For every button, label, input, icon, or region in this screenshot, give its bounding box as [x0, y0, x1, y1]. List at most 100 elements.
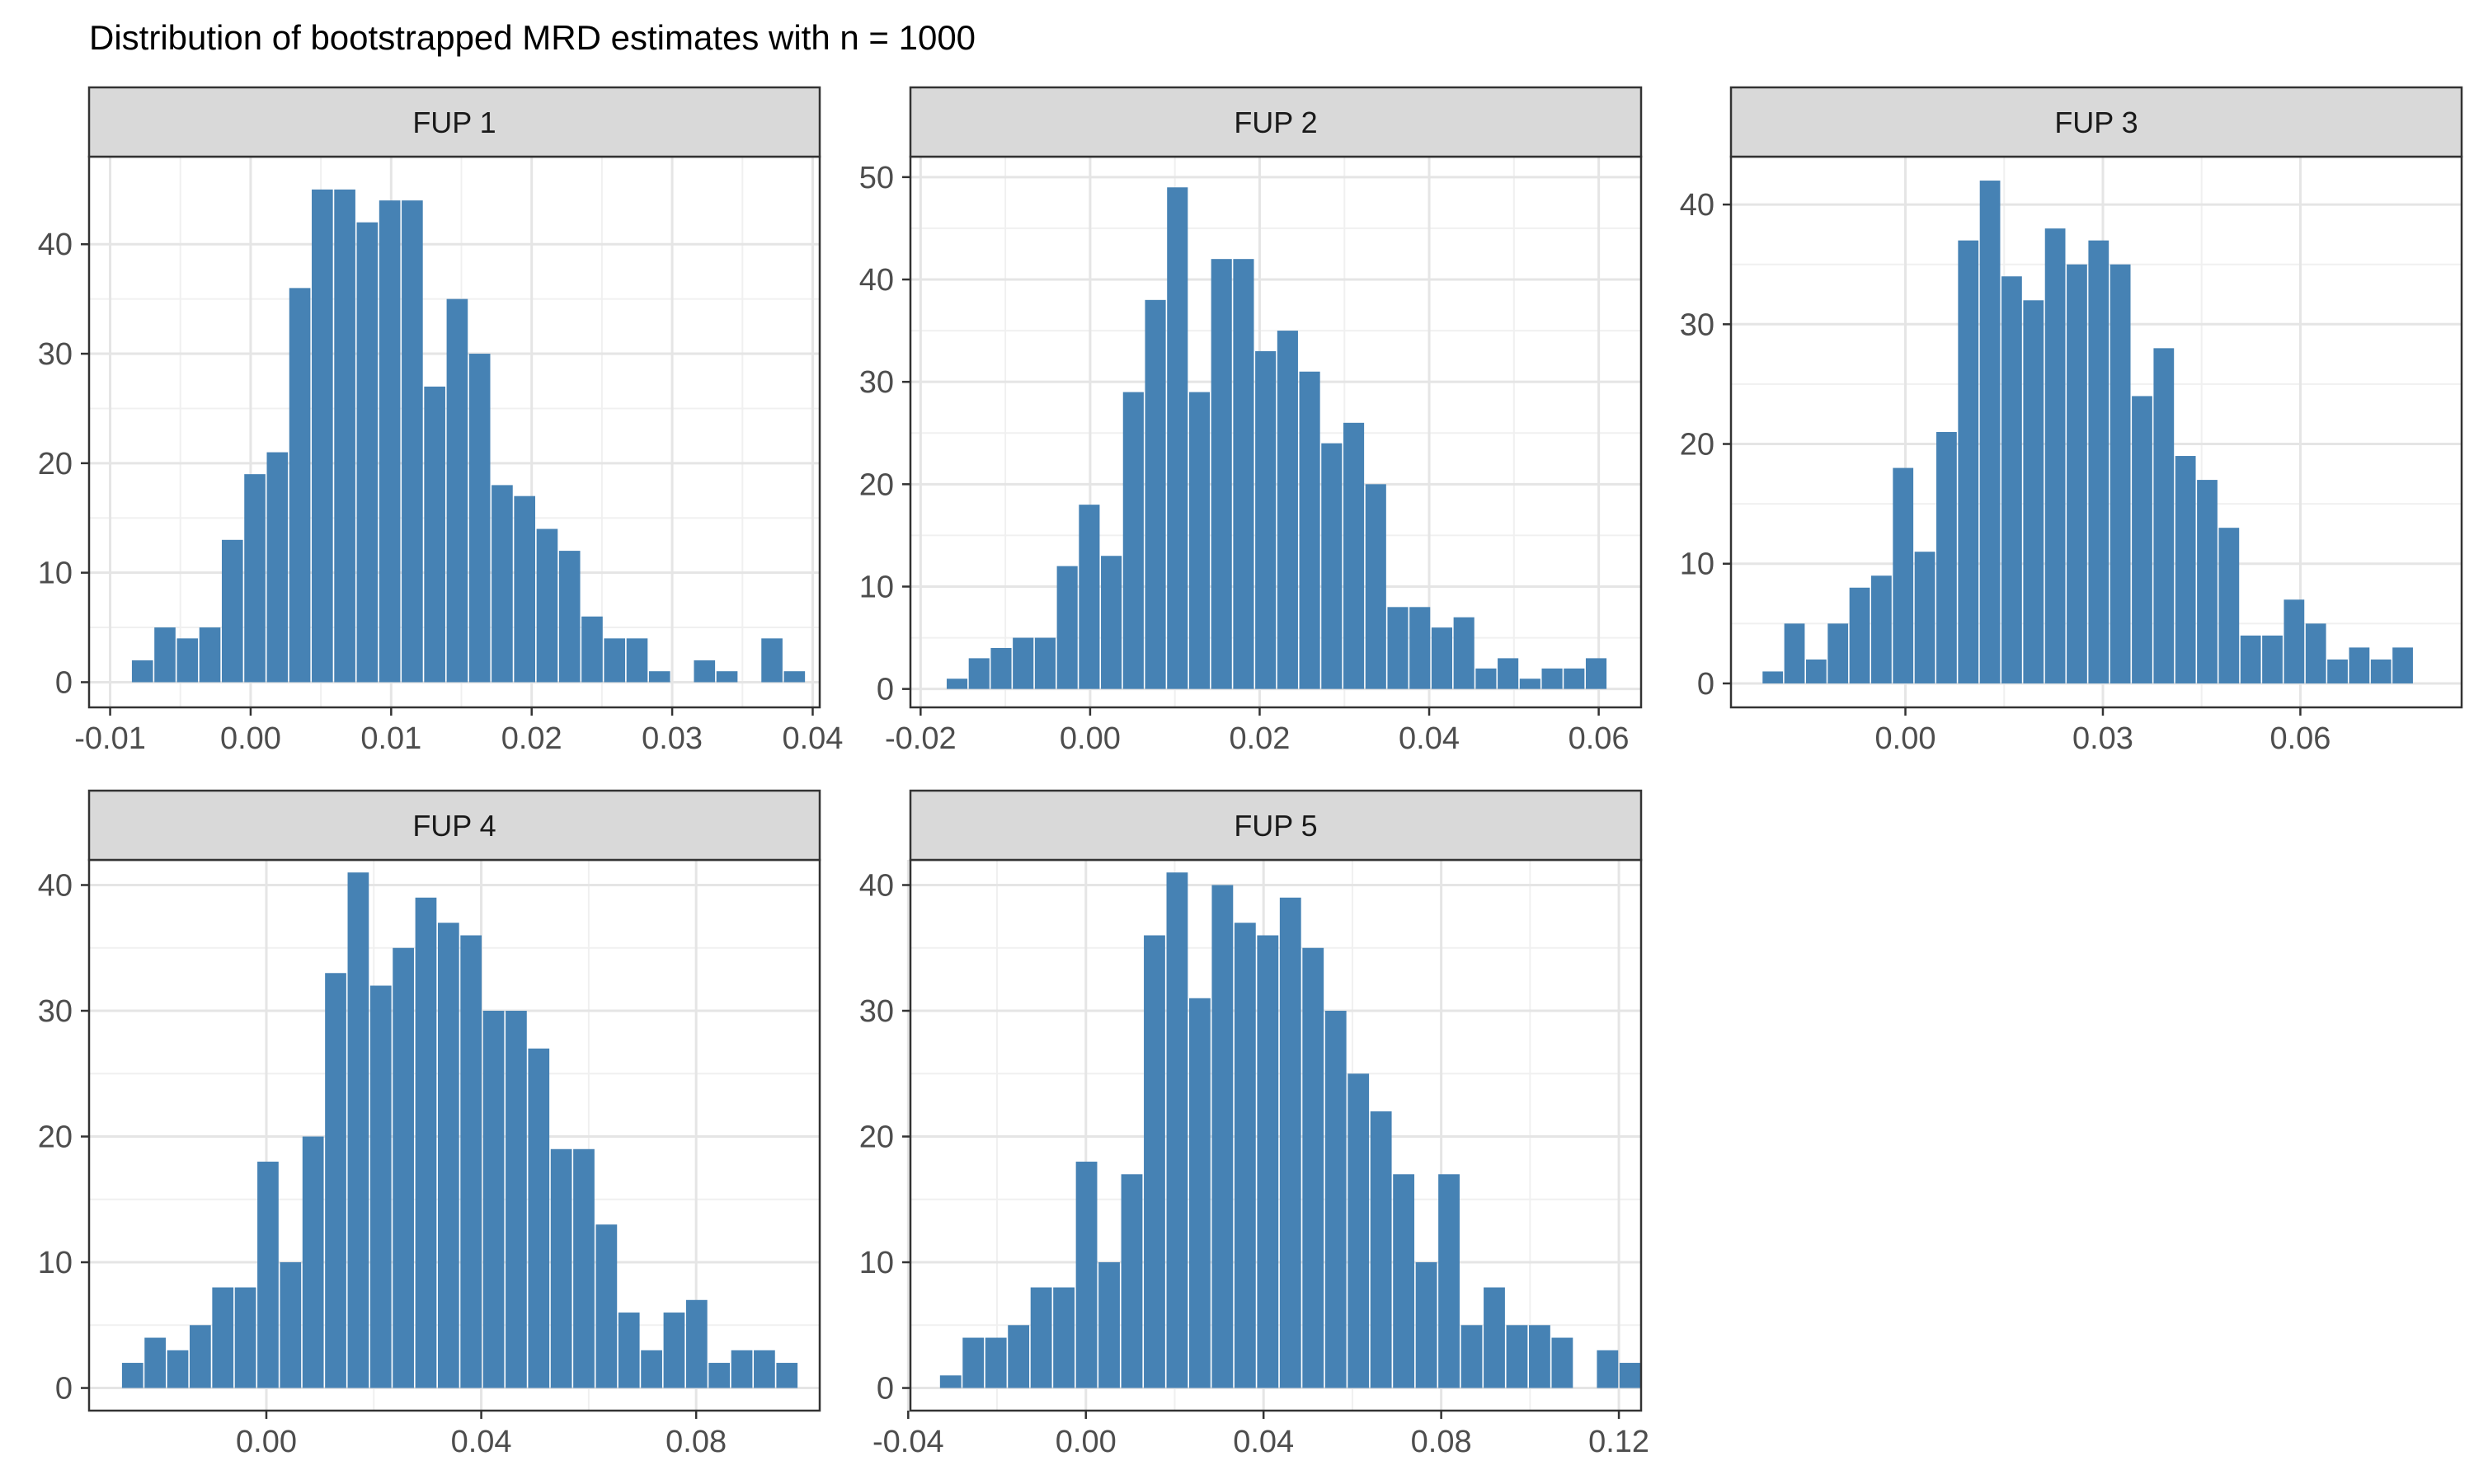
histogram-bar — [776, 1363, 797, 1388]
histogram-bar — [235, 1288, 256, 1388]
histogram-bar — [694, 660, 715, 683]
histogram-bar — [2218, 528, 2239, 683]
histogram-bar — [528, 1049, 549, 1388]
histogram-bar — [483, 1011, 505, 1388]
histogram-bar — [1484, 1288, 1505, 1388]
histogram-bar — [947, 679, 967, 688]
histogram-bar — [784, 671, 806, 682]
x-tick-label: 0.08 — [1411, 1425, 1472, 1459]
histogram-bar — [1167, 872, 1188, 1388]
histogram-bar — [424, 387, 445, 683]
x-tick-label: 0.04 — [451, 1425, 512, 1459]
histogram-bar — [514, 496, 535, 683]
y-tick-label: 40 — [38, 869, 73, 904]
y-tick-label: 40 — [859, 263, 894, 298]
histogram-bar — [460, 936, 482, 1388]
x-tick-label: 0.03 — [642, 721, 703, 756]
y-tick-label: 10 — [859, 1246, 894, 1280]
histogram-bar — [2284, 599, 2304, 683]
histogram-bar — [1915, 552, 1935, 683]
y-tick-label: 30 — [38, 994, 73, 1029]
histogram-bar — [1277, 331, 1298, 689]
histogram-bar — [1189, 998, 1211, 1388]
y-tick-label: 30 — [859, 365, 894, 400]
facet-panel: FUP 4 0.00 0.04 0.08 0 10 20 30 40 — [38, 791, 820, 1459]
histogram-bar — [2153, 348, 2174, 683]
histogram-bar — [1785, 623, 1805, 683]
histogram-bar — [492, 485, 513, 682]
y-tick-label: 20 — [38, 447, 73, 481]
y-tick-label: 20 — [1680, 428, 1714, 463]
histogram-bar — [1235, 923, 1256, 1388]
histogram-bar — [2088, 241, 2109, 683]
x-tick-label: 0.08 — [666, 1425, 727, 1459]
histogram-bar — [1507, 1325, 1528, 1388]
histogram-bar — [2132, 396, 2152, 683]
histogram-bar — [1806, 660, 1827, 683]
histogram-bar — [1564, 669, 1584, 689]
histogram-bar — [2392, 647, 2413, 683]
y-tick-label: 0 — [877, 673, 894, 707]
facet-panel: FUP 5-0.04 0.00 0.04 0.08 0.12010203040 — [859, 791, 1649, 1459]
histogram-bar — [1053, 1288, 1075, 1388]
histogram-bar — [962, 1338, 984, 1388]
x-tick-label: 0.03 — [2072, 721, 2133, 756]
histogram-bar — [312, 190, 333, 683]
histogram-bar — [1008, 1325, 1029, 1388]
x-tick-label: 0.02 — [1229, 721, 1290, 756]
histogram-bar — [1167, 187, 1188, 688]
histogram-bar — [1416, 1262, 1437, 1388]
histogram-bar — [438, 923, 459, 1388]
histogram-bar — [506, 1011, 527, 1388]
histogram-bar — [1079, 505, 1099, 688]
histogram-bar — [447, 299, 468, 683]
x-tick-label: 0.00 — [236, 1425, 297, 1459]
histogram-bar — [1101, 556, 1122, 688]
histogram-bar — [1145, 300, 1165, 689]
histogram-bar — [167, 1350, 189, 1388]
y-tick-label: 40 — [859, 869, 894, 904]
histogram-bar — [1123, 392, 1144, 689]
histogram-bar — [469, 354, 491, 682]
histogram-bar — [1498, 658, 1518, 688]
y-tick-label: 40 — [38, 228, 73, 262]
facet-strip-label: FUP 3 — [2054, 106, 2138, 139]
histogram-bar — [1098, 1262, 1120, 1388]
histogram-bar — [581, 617, 603, 683]
x-tick-label: 0.00 — [1875, 721, 1936, 756]
histogram-bar — [1057, 566, 1078, 689]
y-tick-label: 10 — [1680, 547, 1714, 582]
histogram-bar — [1255, 351, 1276, 689]
histogram-bar — [122, 1363, 143, 1388]
histogram-bar — [641, 1350, 662, 1388]
facet-strip-label: FUP 5 — [1234, 809, 1317, 843]
histogram-bar — [379, 200, 401, 682]
y-tick-label: 0 — [1697, 667, 1714, 702]
histogram-bar — [537, 529, 558, 683]
histogram-bar — [1366, 484, 1386, 688]
histogram-bar — [717, 671, 738, 682]
histogram-bar — [222, 540, 243, 683]
histogram-bar — [280, 1262, 301, 1388]
histogram-bar — [573, 1149, 595, 1388]
x-tick-label: 0.04 — [782, 721, 843, 756]
histogram-bar — [664, 1313, 685, 1388]
x-tick-label: 0.12 — [1588, 1425, 1649, 1459]
histogram-bar — [1371, 1111, 1392, 1388]
histogram-bar — [334, 190, 355, 683]
facet-panel: FUP 2-0.02 0.00 0.02 0.04 0.0601020304050 — [859, 87, 1641, 756]
chart-title: Distribution of bootstrapped MRD estimat… — [89, 18, 976, 57]
facet-panel: FUP 1-0.01 0.00 0.01 0.02 0.03 0.04010203040 — [38, 87, 844, 756]
histogram-bar — [2306, 623, 2326, 683]
histogram-bar — [2001, 276, 2022, 683]
y-tick-label: 0 — [877, 1372, 894, 1407]
histogram-bar — [244, 474, 266, 682]
y-tick-label: 40 — [1680, 188, 1714, 223]
histogram-bar — [1827, 623, 1848, 683]
histogram-bar — [2197, 480, 2218, 683]
histogram-bar — [1325, 1011, 1347, 1388]
histogram-bar — [1300, 372, 1320, 689]
histogram-bar — [708, 1363, 730, 1388]
histogram-bar — [200, 627, 221, 682]
